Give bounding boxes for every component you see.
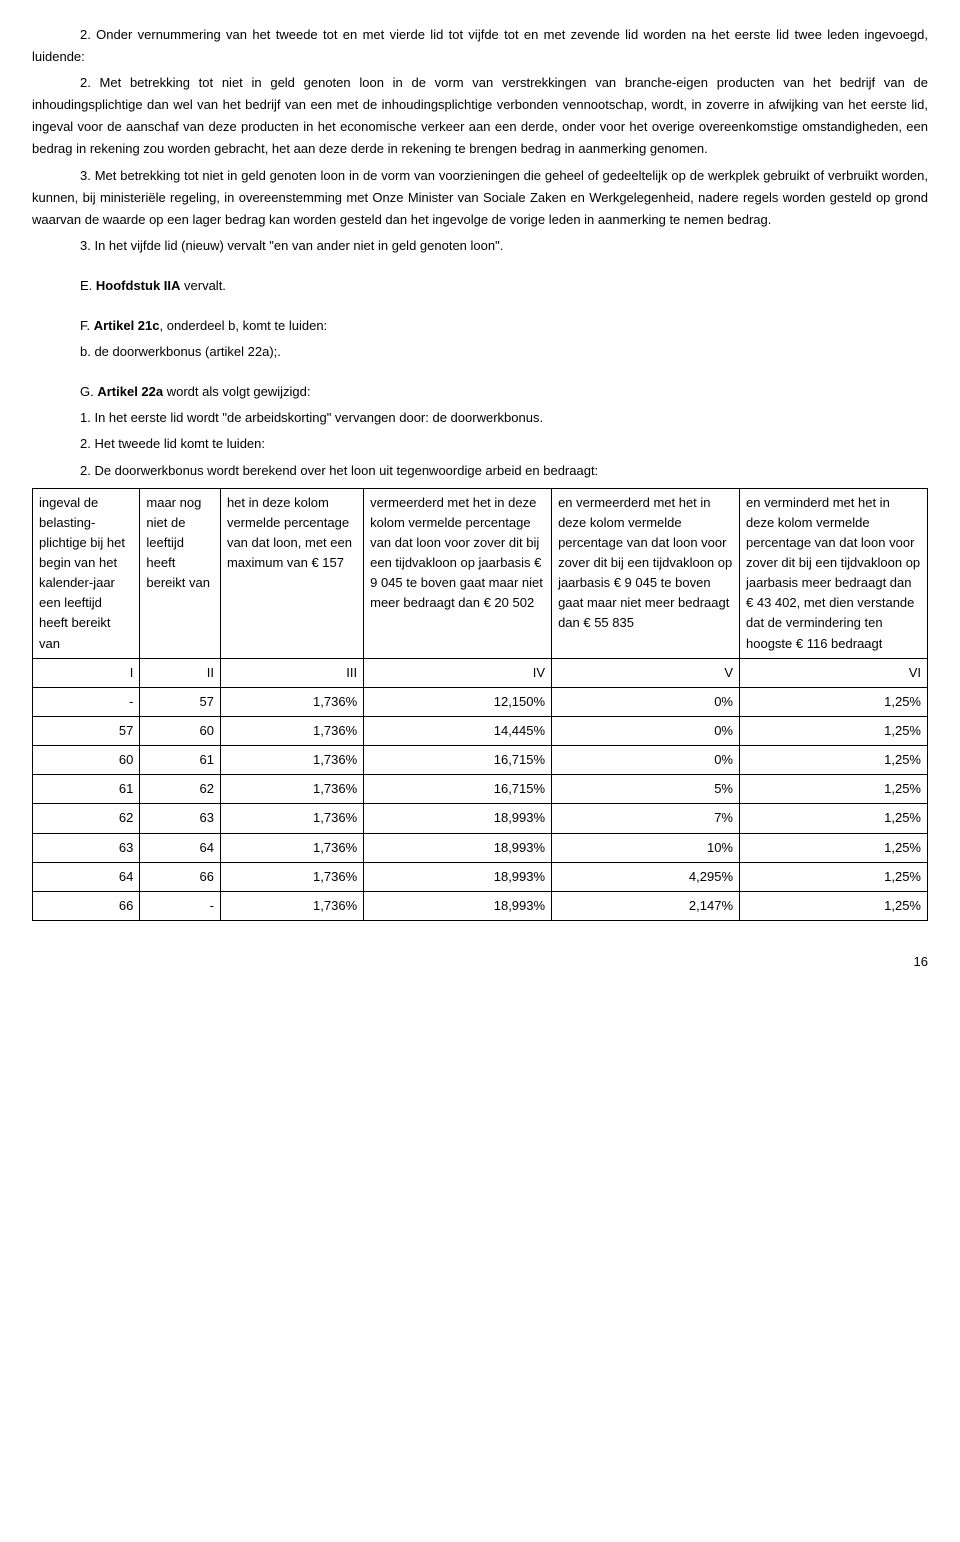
table-cell: 1,25% [740, 891, 928, 920]
table-cell: 1,736% [220, 717, 363, 746]
table-cell: 64 [33, 862, 140, 891]
table-cell: 1,736% [220, 862, 363, 891]
table-roman-cell: III [220, 658, 363, 687]
table-cell: 64 [140, 833, 221, 862]
table-cell: 62 [140, 775, 221, 804]
table-cell: 57 [33, 717, 140, 746]
table-cell: 18,993% [364, 833, 552, 862]
sec-g-prefix: G. [80, 384, 97, 399]
table-cell: 16,715% [364, 775, 552, 804]
table-roman-cell: IV [364, 658, 552, 687]
table-header-cell: ingeval de belasting-plichtige bij het b… [33, 488, 140, 658]
table-header-row: ingeval de belasting-plichtige bij het b… [33, 488, 928, 658]
table-cell: 2,147% [552, 891, 740, 920]
paragraph-4: 3. In het vijfde lid (nieuw) vervalt "en… [32, 235, 928, 257]
section-f: F. Artikel 21c, onderdeel b, komt te lui… [32, 315, 928, 363]
sec-g-line3: 2. De doorwerkbonus wordt berekend over … [32, 460, 928, 482]
table-row: -571,736%12,150%0%1,25% [33, 687, 928, 716]
table-cell: 16,715% [364, 746, 552, 775]
table-row: 66-1,736%18,993%2,147%1,25% [33, 891, 928, 920]
sec-g-suffix: wordt als volgt gewijzigd: [163, 384, 310, 399]
table-header-cell: en vermeerderd met het in deze kolom ver… [552, 488, 740, 658]
paragraph-2: 2. Met betrekking tot niet in geld genot… [32, 72, 928, 160]
table-cell: 1,25% [740, 804, 928, 833]
table-roman-cell: V [552, 658, 740, 687]
sec-g-line1: 1. In het eerste lid wordt "de arbeidsko… [32, 407, 928, 429]
sec-f-suffix: , onderdeel b, komt te luiden: [160, 318, 328, 333]
doorwerkbonus-table: ingeval de belasting-plichtige bij het b… [32, 488, 928, 921]
table-cell: - [33, 687, 140, 716]
sec-f-line2: b. de doorwerkbonus (artikel 22a);. [32, 341, 928, 363]
table-row: 60611,736%16,715%0%1,25% [33, 746, 928, 775]
table-row: 62631,736%18,993%7%1,25% [33, 804, 928, 833]
table-header-cell: het in deze kolom vermelde percentage va… [220, 488, 363, 658]
table-cell: 10% [552, 833, 740, 862]
section-g: G. Artikel 22a wordt als volgt gewijzigd… [32, 381, 928, 481]
table-header-cell: vermeerderd met het in deze kolom vermel… [364, 488, 552, 658]
sec-f-prefix: F. [80, 318, 94, 333]
table-cell: 5% [552, 775, 740, 804]
table-cell: 18,993% [364, 891, 552, 920]
table-cell: 0% [552, 746, 740, 775]
table-cell: 66 [33, 891, 140, 920]
table-cell: 12,150% [364, 687, 552, 716]
table-cell: 1,25% [740, 746, 928, 775]
table-cell: 61 [33, 775, 140, 804]
table-cell: 1,25% [740, 717, 928, 746]
sec-e-suffix: vervalt. [180, 278, 226, 293]
table-cell: 63 [140, 804, 221, 833]
table-cell: 1,736% [220, 804, 363, 833]
table-cell: 0% [552, 687, 740, 716]
sec-g-line2: 2. Het tweede lid komt te luiden: [32, 433, 928, 455]
table-cell: 1,25% [740, 862, 928, 891]
table-cell: 0% [552, 717, 740, 746]
table-cell: 63 [33, 833, 140, 862]
table-cell: 1,736% [220, 746, 363, 775]
page-number: 16 [32, 951, 928, 973]
sec-e-prefix: E. [80, 278, 96, 293]
table-cell: 62 [33, 804, 140, 833]
sec-g-bold: Artikel 22a [97, 384, 163, 399]
table-row: 64661,736%18,993%4,295%1,25% [33, 862, 928, 891]
table-roman-cell: II [140, 658, 221, 687]
paragraph-3: 3. Met betrekking tot niet in geld genot… [32, 165, 928, 231]
table-cell: 1,736% [220, 891, 363, 920]
table-cell: 1,736% [220, 833, 363, 862]
table-header-cell: en verminderd met het in deze kolom verm… [740, 488, 928, 658]
table-cell: 1,25% [740, 687, 928, 716]
table-cell: 18,993% [364, 862, 552, 891]
section-e: E. Hoofdstuk IIA vervalt. [32, 275, 928, 297]
table-cell: 18,993% [364, 804, 552, 833]
table-roman-cell: I [33, 658, 140, 687]
table-cell: 1,25% [740, 775, 928, 804]
table-cell: 14,445% [364, 717, 552, 746]
table-cell: 57 [140, 687, 221, 716]
table-roman-row: IIIIIIIVVVI [33, 658, 928, 687]
table-cell: 4,295% [552, 862, 740, 891]
table-row: 57601,736%14,445%0%1,25% [33, 717, 928, 746]
table-cell: 7% [552, 804, 740, 833]
table-header-cell: maar nog niet de leeftijd heeft bereikt … [140, 488, 221, 658]
table-cell: 61 [140, 746, 221, 775]
table-row: 63641,736%18,993%10%1,25% [33, 833, 928, 862]
table-cell: - [140, 891, 221, 920]
table-cell: 1,736% [220, 775, 363, 804]
table-cell: 1,25% [740, 833, 928, 862]
table-roman-cell: VI [740, 658, 928, 687]
paragraph-1: 2. Onder vernummering van het tweede tot… [32, 24, 928, 68]
table-cell: 60 [33, 746, 140, 775]
table-cell: 66 [140, 862, 221, 891]
sec-f-bold: Artikel 21c [94, 318, 160, 333]
table-cell: 1,736% [220, 687, 363, 716]
sec-e-bold: Hoofdstuk IIA [96, 278, 181, 293]
table-cell: 60 [140, 717, 221, 746]
table-row: 61621,736%16,715%5%1,25% [33, 775, 928, 804]
